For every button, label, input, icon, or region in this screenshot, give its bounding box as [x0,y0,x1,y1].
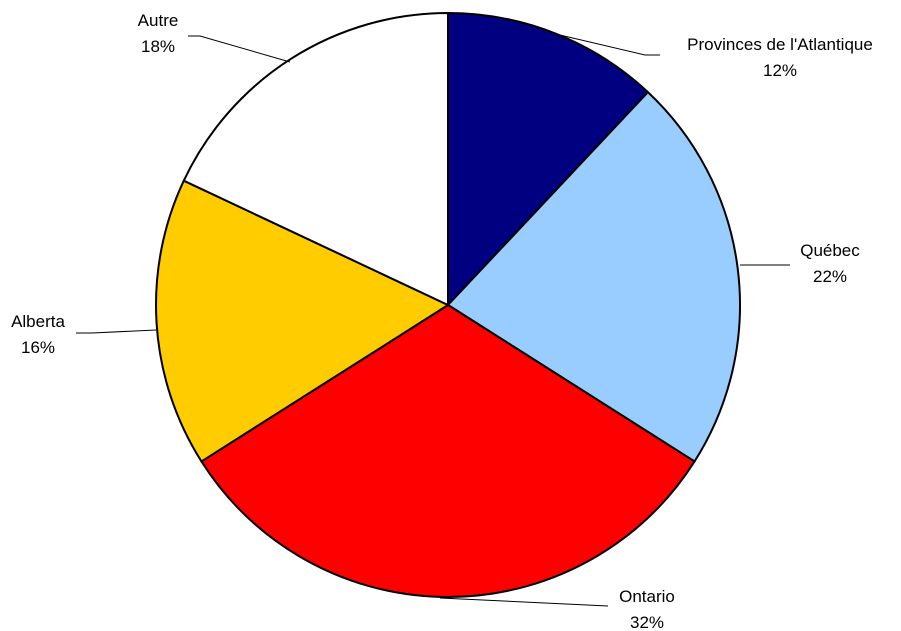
pie-slice-autre [182,12,449,306]
slice-percent-label: 22% [813,267,847,286]
slice-name-label: Alberta [11,312,65,331]
pie-slice-qu-bec [447,91,741,463]
leader-line [559,34,660,56]
leader-line [439,597,609,607]
pie-slice-ontario [200,304,696,598]
slice-name-label: Ontario [619,587,675,606]
slice-name-label: Québec [800,241,860,260]
slice-percent-label: 18% [141,37,175,56]
slice-percent-label: 16% [21,338,55,357]
slice-name-label: Provinces de l'Atlantique [687,35,873,54]
slice-percent-label: 12% [763,61,797,80]
slice-percent-label: 32% [630,613,664,631]
leader-line [76,329,157,334]
slice-name-label: Autre [138,11,179,30]
leader-lines [76,34,790,607]
leader-line [188,35,291,63]
pie-slice-provinces-de-l-atlantique [447,12,649,306]
pie-slice-alberta [155,179,449,463]
slice-labels: Provinces de l'Atlantique 12% Québec 22% Ont… [11,11,873,631]
pie-slices [155,12,741,598]
